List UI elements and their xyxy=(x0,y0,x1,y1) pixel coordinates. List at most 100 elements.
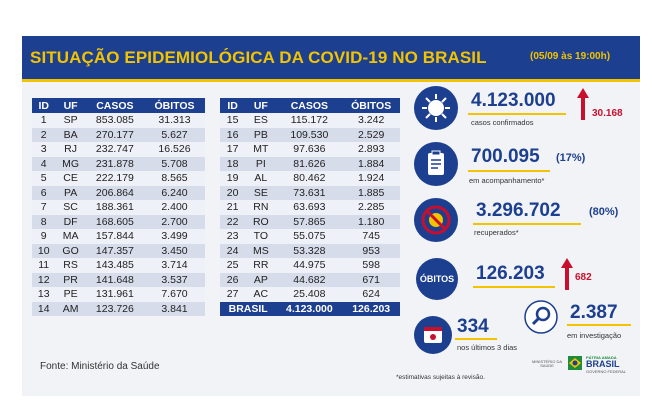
monitoring-underline xyxy=(468,170,550,172)
cell-id: 5 xyxy=(32,171,56,186)
cell-id: 3 xyxy=(32,142,56,157)
cell-casos: 147.357 xyxy=(85,243,144,258)
page-title: SITUAÇÃO EPIDEMIOLÓGICA DA COVID-19 NO B… xyxy=(30,48,487,67)
col-casos: CASOS xyxy=(85,98,144,113)
cell-id: 19 xyxy=(220,171,246,186)
cell-uf: AC xyxy=(245,287,277,302)
cell-uf: DF xyxy=(55,214,86,229)
cell-casos: 63.693 xyxy=(276,200,343,215)
cell-casos: 188.361 xyxy=(85,200,144,215)
confirmed-underline xyxy=(468,113,566,115)
header-bar xyxy=(22,36,640,82)
cell-id: 2 xyxy=(32,127,56,142)
cell-uf: PA xyxy=(55,185,86,200)
cell-casos: 80.462 xyxy=(276,171,343,186)
cell-id: 22 xyxy=(220,214,246,229)
estimates-note: *estimativas sujeitas à revisão. xyxy=(396,374,485,381)
states-table-right: ID UF CASOS ÓBITOS 15 ES 115.172 3.242 16 PB 1… xyxy=(220,98,400,316)
cell-obitos: 3.242 xyxy=(342,113,400,128)
last3days-value: 334 xyxy=(457,316,489,337)
cell-uf: AP xyxy=(245,272,277,287)
cell-uf: MA xyxy=(55,229,86,244)
cell-uf: SC xyxy=(55,200,86,215)
cell-obitos: 3.450 xyxy=(143,243,205,258)
cell-obitos: 953 xyxy=(342,243,400,258)
cell-uf: PE xyxy=(55,287,86,302)
cell-obitos: 2.893 xyxy=(342,142,400,157)
cell-obitos: 1.885 xyxy=(342,185,400,200)
cell-obitos: 6.240 xyxy=(143,185,205,200)
table-row: 21 RN 63.693 2.285 xyxy=(220,200,400,215)
cell-uf: MG xyxy=(55,156,86,171)
deaths-value: 126.203 xyxy=(476,263,545,284)
total-casos: 4.123.000 xyxy=(276,301,343,316)
cell-casos: 231.878 xyxy=(85,156,144,171)
cell-uf: PR xyxy=(55,272,86,287)
virus-icon xyxy=(414,86,458,130)
cell-id: 20 xyxy=(220,185,246,200)
last3days-label: nos últimos 3 dias xyxy=(457,343,518,352)
table-row: 8 DF 168.605 2.700 xyxy=(32,214,205,229)
table-row: 19 AL 80.462 1.924 xyxy=(220,171,400,186)
cell-obitos: 2.400 xyxy=(143,200,205,215)
cell-obitos: 3.714 xyxy=(143,258,205,273)
states-table-left: ID UF CASOS ÓBITOS 1 SP 853.085 31.313 2 BA 27… xyxy=(32,98,205,316)
deaths-underline xyxy=(473,286,555,288)
cell-uf: BA xyxy=(55,127,86,142)
increase-arrow-icon xyxy=(561,258,573,290)
deaths-badge: ÓBITOS xyxy=(416,258,458,300)
cell-casos: 115.172 xyxy=(276,113,343,128)
table-row: 11 RS 143.485 3.714 xyxy=(32,258,205,273)
cell-casos: 57.865 xyxy=(276,214,343,229)
cell-uf: SP xyxy=(55,113,86,128)
monitoring-value: 700.095 xyxy=(471,146,540,167)
cell-casos: 53.328 xyxy=(276,243,343,258)
cell-obitos: 3.537 xyxy=(143,272,205,287)
recovered-label: recuperados* xyxy=(474,228,519,237)
flag-icon xyxy=(568,356,582,370)
cell-id: 27 xyxy=(220,287,246,302)
cell-obitos: 8.565 xyxy=(143,171,205,186)
monitoring-label: em acompanhamento* xyxy=(469,176,545,185)
table-row: 25 RR 44.975 598 xyxy=(220,258,400,273)
cell-uf: RJ xyxy=(55,142,86,157)
table-row: 6 PA 206.864 6.240 xyxy=(32,185,205,200)
table-row: 13 PE 131.961 7.670 xyxy=(32,287,205,302)
cell-obitos: 7.670 xyxy=(143,287,205,302)
table-row: 4 MG 231.878 5.708 xyxy=(32,156,205,171)
cell-id: 24 xyxy=(220,243,246,258)
cell-id: 12 xyxy=(32,272,56,287)
cell-casos: 73.631 xyxy=(276,185,343,200)
report-date: (05/09 às 19:00h) xyxy=(530,51,611,62)
cell-casos: 81.626 xyxy=(276,156,343,171)
cell-obitos: 2.700 xyxy=(143,214,205,229)
col-id: ID xyxy=(32,98,56,113)
cell-id: 14 xyxy=(32,301,56,316)
cell-casos: 44.682 xyxy=(276,272,343,287)
cell-obitos: 3.499 xyxy=(143,229,205,244)
ministry-logo: MINISTÉRIO DA SAÚDE xyxy=(532,359,563,369)
table-row: 3 RJ 232.747 16.526 xyxy=(32,142,205,157)
cell-uf: RO xyxy=(245,214,277,229)
cell-obitos: 598 xyxy=(342,258,400,273)
cell-casos: 123.726 xyxy=(85,301,144,316)
cell-uf: RN xyxy=(245,200,277,215)
table-row: 14 AM 123.726 3.841 xyxy=(32,301,205,316)
cell-uf: RS xyxy=(55,258,86,273)
cell-id: 6 xyxy=(32,185,56,200)
table-row: 16 PB 109.530 2.529 xyxy=(220,127,400,142)
cell-casos: 853.085 xyxy=(85,113,144,128)
investigation-label: em investigação xyxy=(567,331,622,340)
cell-id: 23 xyxy=(220,229,246,244)
confirmed-increase: 30.168 xyxy=(592,108,623,119)
col-uf: UF xyxy=(245,98,277,113)
total-obitos: 126.203 xyxy=(342,301,400,316)
table-row: 12 PR 141.648 3.537 xyxy=(32,272,205,287)
cell-uf: RR xyxy=(245,258,277,273)
table-row: 24 MS 53.328 953 xyxy=(220,243,400,258)
cell-obitos: 1.180 xyxy=(342,214,400,229)
cell-uf: AM xyxy=(55,301,86,316)
cell-obitos: 5.627 xyxy=(143,127,205,142)
brasil-logo: BRASIL xyxy=(586,359,620,369)
col-obitos: ÓBITOS xyxy=(342,98,400,113)
